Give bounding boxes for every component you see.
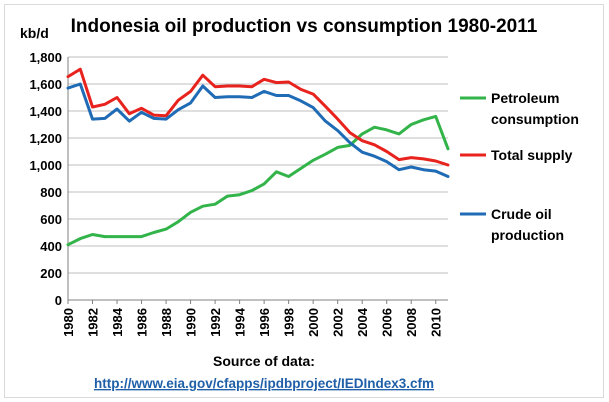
x-tick-label: 1980 bbox=[61, 308, 76, 337]
chart-title: Indonesia oil production vs consumption … bbox=[71, 16, 538, 37]
series-lines bbox=[66, 67, 450, 247]
y-axis-label: kb/d bbox=[20, 25, 49, 41]
y-tick-label: 600 bbox=[40, 212, 62, 227]
y-tick-label: 1,400 bbox=[29, 104, 62, 119]
y-tick-label: 1,000 bbox=[29, 158, 62, 173]
x-tick-label: 1990 bbox=[184, 308, 199, 337]
source-url-link[interactable]: http://www.eia.gov/cfapps/ipdbproject/IE… bbox=[94, 376, 434, 391]
y-tick-label: 1,200 bbox=[29, 131, 62, 146]
series-line-total-supply bbox=[66, 67, 450, 167]
legend: Petroleum consumption Total supply Crude oi… bbox=[460, 90, 579, 243]
y-tick-label: 400 bbox=[40, 239, 62, 254]
legend-label-total-supply: Total supply bbox=[491, 147, 573, 163]
x-tick-label: 2008 bbox=[404, 308, 419, 337]
y-tick-label: 200 bbox=[40, 266, 62, 281]
x-tick-label: 1982 bbox=[86, 308, 101, 337]
axes bbox=[67, 57, 448, 304]
legend-label-petroleum-consumption: Petroleum consumption bbox=[491, 90, 579, 127]
source-label: Source of data: bbox=[213, 353, 315, 369]
x-tick-label: 2006 bbox=[380, 308, 395, 337]
y-tick-label: 0 bbox=[55, 293, 62, 308]
x-tick-label: 2002 bbox=[331, 308, 346, 337]
x-tick-label: 1998 bbox=[282, 308, 297, 337]
y-tick-labels: 0 200 400 600 800 1,000 1,200 1,400 1,600 1,800 bbox=[29, 50, 62, 308]
chart-frame bbox=[4, 4, 604, 398]
x-tick-label: 1992 bbox=[208, 308, 223, 337]
x-tick-label: 1996 bbox=[257, 308, 272, 337]
x-tick-labels: 1980 1982 1984 1986 1988 1990 1992 1994 1996 1998… bbox=[61, 307, 444, 337]
y-tick-label: 800 bbox=[40, 185, 62, 200]
x-tick-label: 1986 bbox=[135, 308, 150, 337]
series-line-crude-oil-production bbox=[66, 82, 450, 178]
x-tick-label: 1984 bbox=[110, 307, 125, 337]
x-tick-label: 1994 bbox=[233, 307, 248, 337]
y-tick-label: 1,600 bbox=[29, 77, 62, 92]
x-tick-label: 2000 bbox=[306, 308, 321, 337]
x-tick-label: 2004 bbox=[355, 307, 370, 337]
legend-label-crude-oil-production: Crude oil production bbox=[491, 206, 564, 243]
x-tick-label: 2010 bbox=[429, 308, 444, 337]
x-tick-label: 1988 bbox=[159, 308, 174, 337]
y-tick-label: 1,800 bbox=[29, 50, 62, 65]
series-line-petroleum-consumption bbox=[66, 114, 450, 247]
